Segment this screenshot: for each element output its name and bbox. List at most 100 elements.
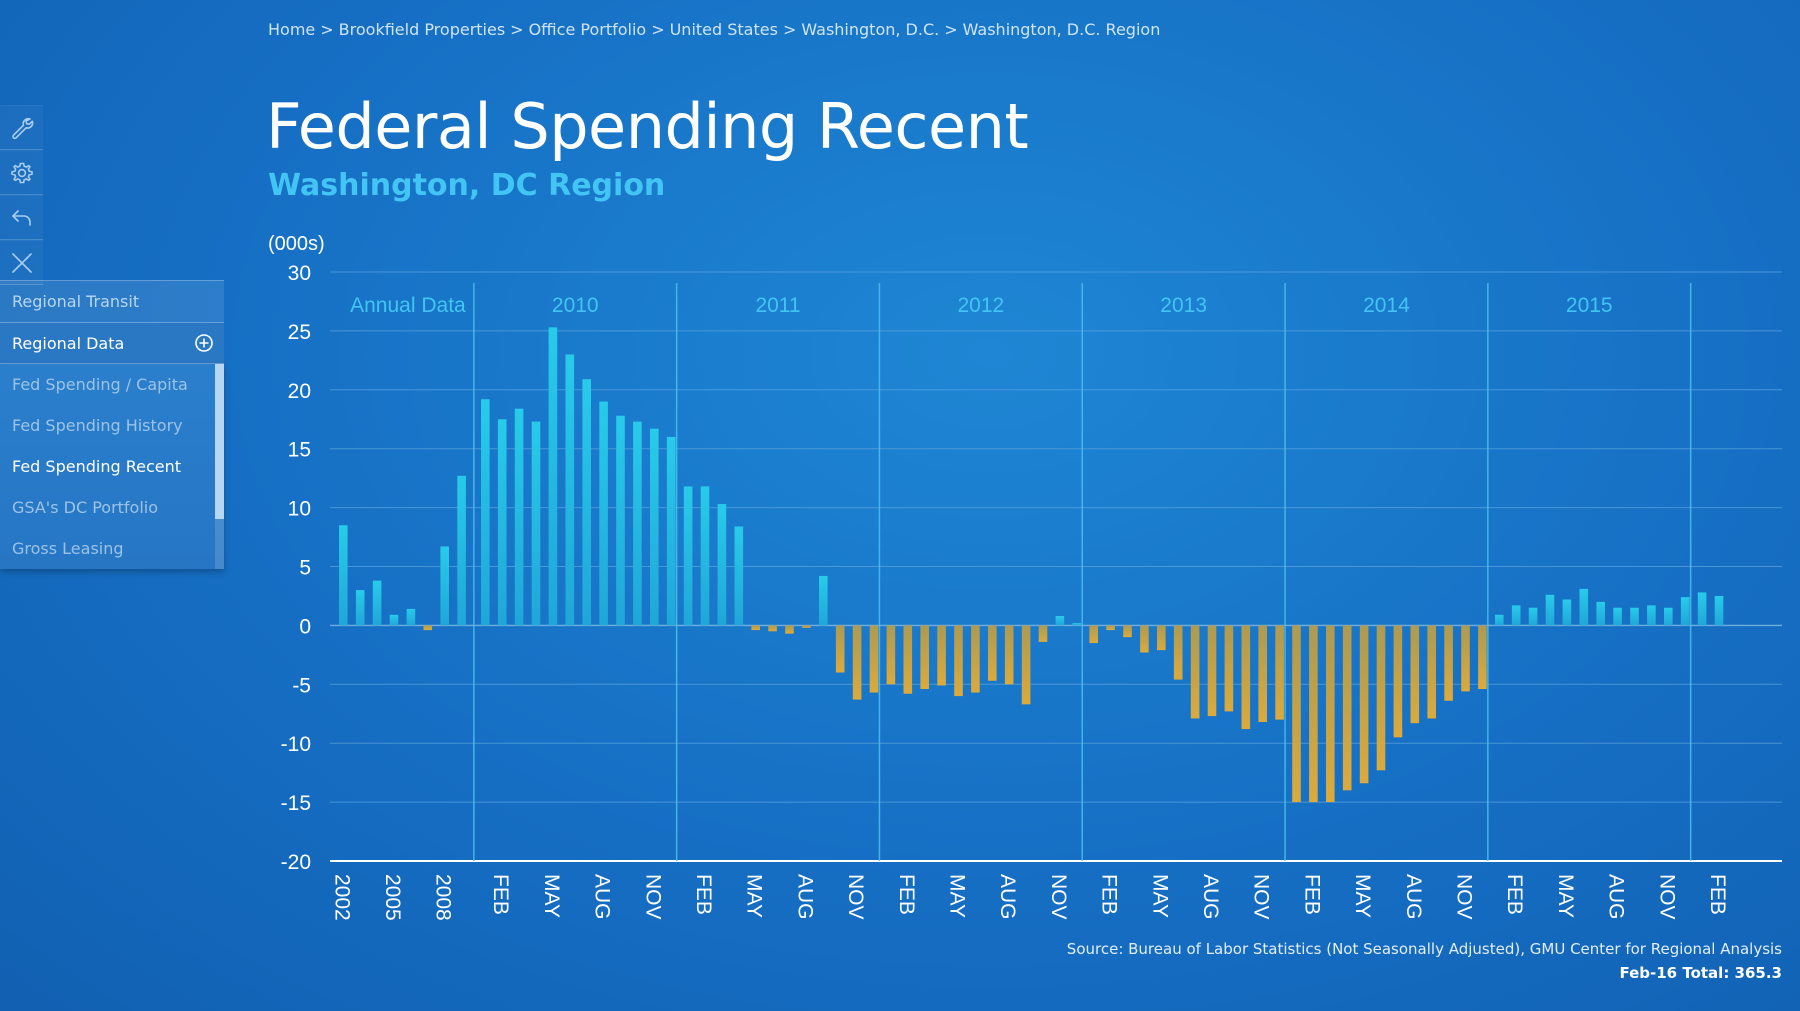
nav-section-regional-data[interactable]: Regional Data bbox=[0, 322, 224, 364]
toolbar bbox=[0, 105, 43, 285]
breadcrumb-separator: > bbox=[782, 20, 797, 39]
nav-item-fed-spending-capita[interactable]: Fed Spending / Capita bbox=[12, 375, 188, 394]
bar bbox=[457, 475, 466, 626]
x-tick-label: NOV bbox=[1047, 874, 1070, 920]
side-navigation: Regional Transit Regional Data Fed Spend… bbox=[0, 280, 224, 569]
bar bbox=[785, 625, 794, 634]
bar bbox=[514, 408, 524, 626]
nav-submenu: Fed Spending / Capita Fed Spending Histo… bbox=[0, 364, 224, 569]
submenu-scroll-thumb[interactable] bbox=[215, 364, 224, 519]
x-tick-label: MAY bbox=[540, 874, 563, 918]
bar bbox=[852, 625, 862, 700]
x-tick-label: AUG bbox=[1605, 874, 1628, 920]
chart-grid bbox=[330, 271, 1782, 862]
bar bbox=[1173, 625, 1183, 680]
bar bbox=[700, 486, 710, 626]
bar bbox=[1562, 599, 1572, 626]
bar bbox=[1342, 625, 1352, 791]
x-tick-label: AUG bbox=[1199, 874, 1222, 920]
close-button[interactable] bbox=[0, 240, 43, 285]
bar bbox=[1190, 625, 1200, 719]
y-tick-label: -10 bbox=[281, 733, 311, 756]
bar bbox=[1528, 607, 1538, 626]
bar bbox=[1072, 623, 1082, 626]
wrench-button[interactable] bbox=[0, 105, 43, 150]
breadcrumb-separator: > bbox=[510, 20, 524, 39]
bar bbox=[1697, 592, 1707, 626]
bar bbox=[1495, 614, 1504, 626]
bar bbox=[1038, 625, 1048, 642]
close-icon bbox=[11, 252, 32, 273]
plus-circle-icon[interactable] bbox=[194, 333, 214, 353]
period-label: 2011 bbox=[755, 294, 800, 317]
x-tick-label: NOV bbox=[641, 874, 664, 920]
bar bbox=[1292, 625, 1301, 803]
x-tick-label: FEB bbox=[692, 874, 715, 915]
x-tick-label: AUG bbox=[793, 874, 816, 920]
y-axis-unit-label: (000s) bbox=[268, 233, 325, 255]
x-tick-label: FEB bbox=[1300, 874, 1323, 915]
bar bbox=[886, 625, 896, 685]
bar bbox=[1123, 625, 1132, 638]
breadcrumb-washington-dc-region[interactable]: Washington, D.C. Region bbox=[962, 20, 1161, 39]
x-tick-label: NOV bbox=[1655, 874, 1678, 920]
bar bbox=[1275, 625, 1284, 720]
x-tick-label: FEB bbox=[1706, 874, 1729, 915]
source-note: Source: Bureau of Labor Statistics (Not … bbox=[1066, 940, 1782, 958]
breadcrumb-brookfield-properties[interactable]: Brookfield Properties bbox=[338, 20, 506, 39]
breadcrumb-separator: > bbox=[320, 20, 334, 39]
settings-button[interactable] bbox=[0, 150, 43, 195]
page-subtitle: Washington, DC Region bbox=[268, 168, 666, 203]
breadcrumb-home[interactable]: Home bbox=[268, 20, 316, 39]
nav-section-label: Regional Data bbox=[12, 333, 125, 353]
bar bbox=[1241, 625, 1251, 730]
breadcrumb-united-states[interactable]: United States bbox=[669, 20, 778, 39]
bar bbox=[1140, 625, 1149, 653]
bar bbox=[1326, 625, 1335, 803]
bar bbox=[1021, 625, 1031, 705]
bar bbox=[920, 625, 929, 690]
bar bbox=[1207, 625, 1217, 717]
x-tick-label: NOV bbox=[844, 874, 867, 920]
bar bbox=[497, 419, 507, 626]
nav-section-regional-transit[interactable]: Regional Transit bbox=[0, 280, 224, 322]
breadcrumb-office-portfolio[interactable]: Office Portfolio bbox=[528, 20, 647, 39]
x-tick-label: 2008 bbox=[432, 874, 455, 921]
bar bbox=[650, 428, 659, 626]
period-label: Annual Data bbox=[350, 294, 466, 317]
nav-item-gross-leasing[interactable]: Gross Leasing bbox=[12, 539, 124, 558]
x-tick-label: 2005 bbox=[381, 874, 404, 921]
nav-item-fed-spending-history[interactable]: Fed Spending History bbox=[12, 416, 183, 435]
undo-button[interactable] bbox=[0, 195, 43, 240]
bar bbox=[819, 575, 828, 626]
bar bbox=[1427, 625, 1436, 719]
bar bbox=[903, 625, 913, 694]
period-label: 2012 bbox=[957, 294, 1004, 317]
bar bbox=[1664, 607, 1673, 626]
period-label: 2013 bbox=[1160, 294, 1207, 317]
nav-section-label: Regional Transit bbox=[12, 292, 140, 311]
x-tick-label: NOV bbox=[1453, 874, 1476, 920]
bar bbox=[481, 399, 490, 626]
breadcrumb-washington-dc[interactable]: Washington, D.C. bbox=[801, 20, 940, 39]
bar bbox=[869, 625, 879, 693]
period-label: 2014 bbox=[1363, 294, 1410, 317]
nav-item-fed-spending-recent[interactable]: Fed Spending Recent bbox=[12, 457, 181, 476]
nav-item-gsa-dc-portfolio[interactable]: GSA's DC Portfolio bbox=[12, 498, 159, 517]
x-tick-label: MAY bbox=[946, 874, 969, 918]
period-label: 2010 bbox=[552, 294, 599, 317]
bar bbox=[355, 590, 365, 626]
undo-icon bbox=[11, 209, 31, 226]
bar bbox=[1393, 625, 1403, 738]
x-tick-label: FEB bbox=[489, 874, 512, 915]
bar bbox=[1545, 594, 1555, 626]
bar bbox=[406, 608, 416, 626]
bar bbox=[1461, 625, 1470, 692]
bar bbox=[389, 614, 399, 626]
bar bbox=[565, 354, 575, 626]
submenu-scrollbar[interactable] bbox=[215, 364, 224, 569]
y-tick-label: -20 bbox=[281, 851, 311, 874]
bar bbox=[423, 625, 433, 631]
bar bbox=[988, 625, 997, 681]
